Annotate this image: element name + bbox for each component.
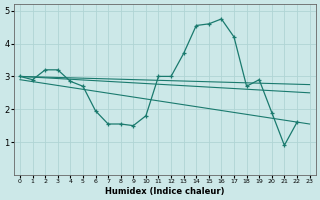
X-axis label: Humidex (Indice chaleur): Humidex (Indice chaleur) <box>105 187 225 196</box>
